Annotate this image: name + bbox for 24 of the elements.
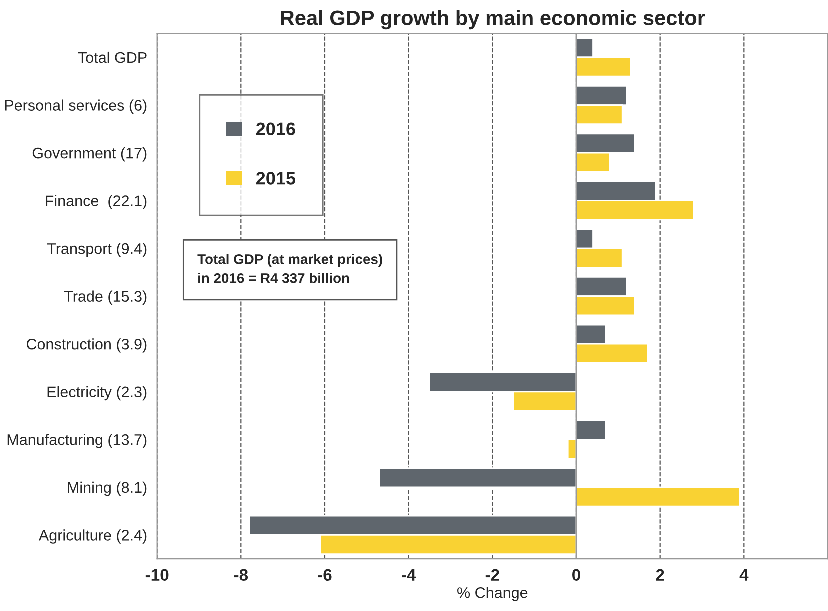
legend-label: 2016 [256,122,296,136]
legend-label: 2015 [256,172,296,185]
y-tick-label: Electricity (2.3) [48,386,147,401]
y-tick-label: Trade (15.3) [64,290,147,306]
y-tick-label: Government (17) [32,147,147,162]
x-tick-label: -6 [318,569,332,582]
y-tick-label: Agriculture (2.4) [38,530,147,544]
y-tick-label: Manufacturing (13.7) [8,434,147,448]
x-tick-label: -10 [146,569,169,582]
chart-title: Real GDP growth by main economic sector [281,10,706,30]
y-tick-label: Construction (3.9) [26,338,147,353]
x-tick-label: -8 [234,569,248,582]
y-tick-label: Mining (8.1) [68,482,147,496]
x-tick-label: 2 [656,569,664,581]
y-tick-label: Total GDP [78,52,147,64]
x-tick-label: 4 [740,569,749,581]
y-tick-label: Finance (22.1) [46,195,147,210]
annotation: Total GDP (at market prices) in 2016 = R4 337 billion [198,254,382,284]
x-tick-label: -2 [486,569,500,581]
y-tick-label: Personal services (6) [5,100,147,114]
x-tick-label: -4 [402,569,416,581]
x-tick-label: 0 [572,569,580,582]
y-tick-label: Transport (9.4) [47,243,147,258]
x-axis-title: % Change [458,587,528,602]
